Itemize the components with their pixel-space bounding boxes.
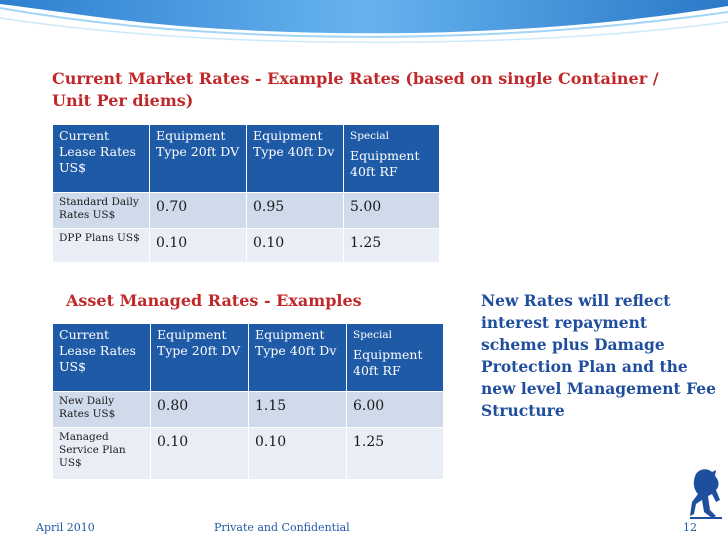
header-20ft-dv: Equipment Type 20ft DV (150, 323, 249, 392)
value-special: 5.00 (350, 199, 382, 215)
value-special: 6.00 (353, 398, 385, 414)
value-40ft: 0.10 (255, 434, 287, 450)
header-40ft-rf: Equipment 40ft RF (350, 148, 420, 179)
section-subtitle: Asset Managed Rates - Examples (66, 291, 362, 310)
slide-title: Current Market Rates - Example Rates (ba… (52, 69, 659, 110)
value-20ft: 0.10 (157, 434, 189, 450)
horse-logo-icon (690, 469, 722, 519)
value-special: 1.25 (353, 434, 385, 450)
wave-decoration (0, 0, 728, 44)
row-label: New Daily Rates US$ (59, 395, 116, 420)
row-label: Standard Daily Rates US$ (59, 196, 139, 221)
header-special-label: Special (353, 329, 392, 341)
table-row: Managed Service Plan US$ 0.10 0.10 1.25 (52, 427, 444, 480)
footer-page-number: 12 (683, 521, 697, 534)
header-40ft-dv: Equipment Type 40ft Dv (246, 124, 344, 193)
asset-managed-rates-table: Current Lease Rates US$ Equipment Type 2… (52, 323, 444, 480)
value-20ft: 0.80 (157, 398, 189, 414)
value-20ft: 0.10 (156, 235, 188, 251)
header-special-label: Special (350, 130, 389, 142)
value-40ft: 1.15 (255, 398, 287, 414)
value-40ft: 0.95 (253, 199, 285, 215)
value-40ft: 0.10 (253, 235, 285, 251)
table-header-row: Current Lease Rates US$ Equipment Type 2… (52, 323, 444, 392)
market-rates-table: Current Lease Rates US$ Equipment Type 2… (52, 124, 440, 263)
table-header-row: Current Lease Rates US$ Equipment Type 2… (52, 124, 440, 193)
rates-note: New Rates will reflect interest repaymen… (481, 291, 716, 420)
header-40ft-rf: Equipment 40ft RF (353, 347, 423, 378)
header-lease-rates: Current Lease Rates US$ (52, 323, 151, 392)
header-20ft-dv: Equipment Type 20ft DV (149, 124, 247, 193)
row-label: Managed Service Plan US$ (59, 431, 126, 469)
table-row: DPP Plans US$ 0.10 0.10 1.25 (52, 228, 440, 263)
table-row: New Daily Rates US$ 0.80 1.15 6.00 (52, 391, 444, 428)
row-label: DPP Plans US$ (59, 232, 140, 244)
header-40ft-dv: Equipment Type 40ft Dv (248, 323, 347, 392)
header-special: Special Equipment 40ft RF (343, 124, 440, 193)
header-lease-rates: Current Lease Rates US$ (52, 124, 150, 193)
header-special: Special Equipment 40ft RF (346, 323, 444, 392)
footer-date: April 2010 (36, 521, 95, 534)
value-20ft: 0.70 (156, 199, 188, 215)
value-special: 1.25 (350, 235, 382, 251)
footer-confidential: Private and Confidential (214, 521, 350, 534)
table-row: Standard Daily Rates US$ 0.70 0.95 5.00 (52, 192, 440, 229)
